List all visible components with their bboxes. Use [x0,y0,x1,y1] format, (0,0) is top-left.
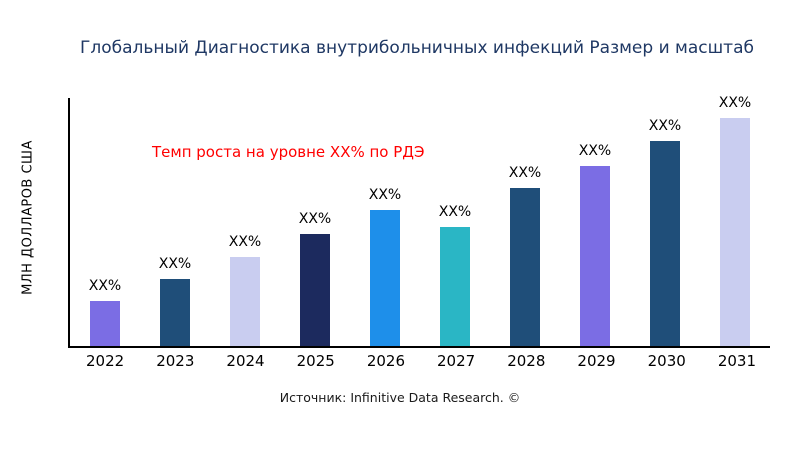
bar [160,279,190,346]
bar-column: XX% [700,95,770,346]
bar-column: XX% [420,204,490,346]
x-tick-label: 2022 [86,352,125,370]
bar-value-label: XX% [648,118,682,134]
x-tick-label: 2023 [156,352,195,370]
bar [720,118,750,346]
x-tick-label: 2027 [437,352,476,370]
y-axis-label: МЛН ДОЛЛАРОВ США [20,140,36,295]
bar-column: XX% [140,256,210,346]
bar [510,188,540,346]
bar-value-label: XX% [438,204,472,220]
bar [440,227,470,346]
x-tick-label: 2024 [226,352,265,370]
bar-column: XX% [630,118,700,346]
bar-value-label: XX% [228,234,262,250]
bar-column: XX% [490,165,560,346]
bar-value-label: XX% [718,95,752,111]
bar [370,210,400,346]
bar-column: XX% [560,143,630,346]
bar-column: XX% [210,234,280,346]
x-axis-ticks: 2022 2023 2024 2025 2026 2027 2028 2029 2030 2031 [70,352,772,370]
bar-column: XX% [280,211,350,346]
bar-column: XX% [350,187,420,346]
bar [90,301,120,346]
source-caption: Источник: Infinitive Data Research. © [279,390,521,405]
bar-column: XX% [70,278,140,346]
bar-value-label: XX% [298,211,332,227]
bar [300,234,330,346]
bar [580,166,610,346]
bar-value-label: XX% [578,143,612,159]
x-tick-label: 2025 [296,352,335,370]
growth-rate-annotation: Темп роста на уровне XX% по РДЭ [152,143,425,161]
bars-row: XX% XX% XX% XX% XX% XX% XX% XX% XX% XX% [70,95,770,346]
bar [230,257,260,346]
bar-value-label: XX% [88,278,122,294]
x-tick-label: 2031 [717,352,757,370]
x-tick-label: 2030 [647,352,686,370]
bar-value-label: XX% [508,165,542,181]
bar-value-label: XX% [158,256,192,272]
x-tick-label: 2026 [366,352,405,370]
x-tick-label: 2029 [577,352,616,370]
chart-title: Глобальный Диагностика внутрибольничных … [80,38,754,58]
bar-value-label: XX% [368,187,402,203]
x-tick-label: 2028 [507,352,546,370]
bar [650,141,680,346]
plot-area: Темп роста на уровне XX% по РДЭ XX% XX% XX… [68,95,770,348]
